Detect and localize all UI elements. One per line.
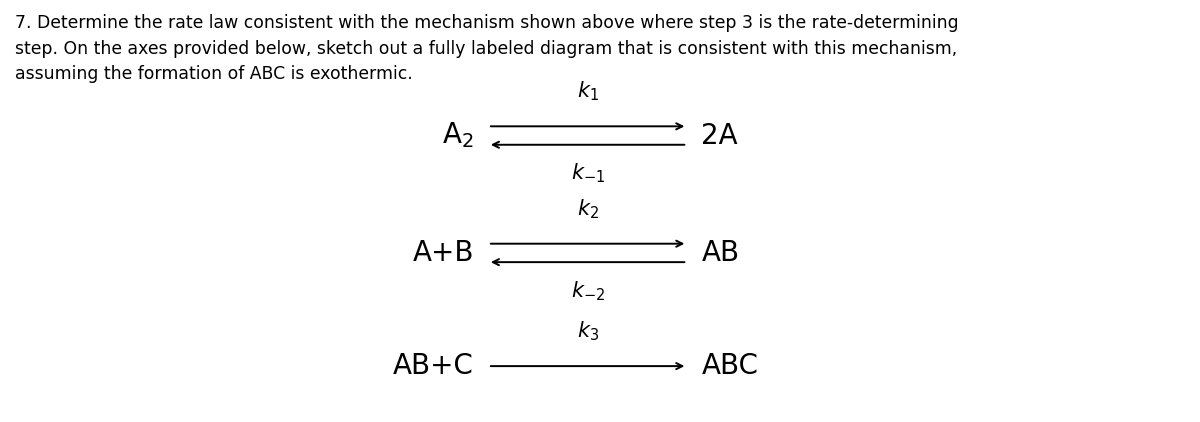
- Text: AB+C: AB+C: [394, 352, 474, 380]
- Text: $k_{-2}$: $k_{-2}$: [570, 279, 605, 303]
- Text: $k_2$: $k_2$: [577, 197, 599, 221]
- Text: $k_3$: $k_3$: [576, 319, 599, 343]
- Text: A$_2$: A$_2$: [443, 121, 474, 150]
- Text: ABC: ABC: [701, 352, 758, 380]
- Text: A+B: A+B: [413, 239, 474, 267]
- Text: $k_1$: $k_1$: [577, 80, 599, 103]
- Text: 7. Determine the rate law consistent with the mechanism shown above where step 3: 7. Determine the rate law consistent wit…: [16, 14, 959, 84]
- Text: AB: AB: [701, 239, 739, 267]
- Text: $k_{-1}$: $k_{-1}$: [570, 162, 605, 185]
- Text: 2A: 2A: [701, 122, 738, 149]
